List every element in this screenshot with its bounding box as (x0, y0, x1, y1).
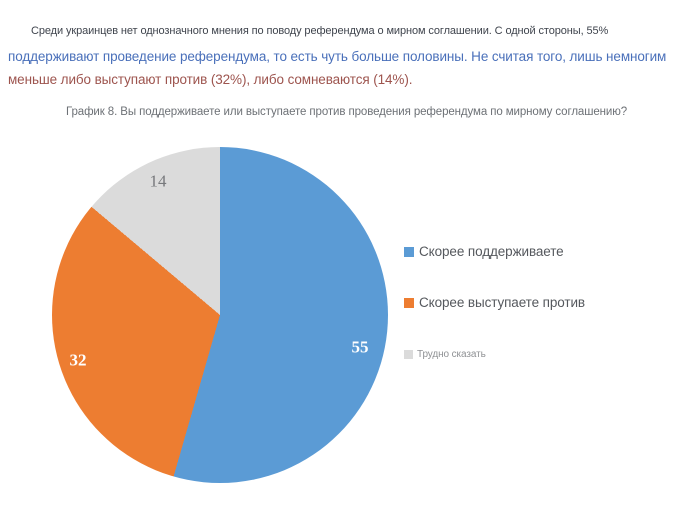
intro-line-3: меньше либо выступают против (32%), либо… (8, 71, 413, 87)
slice-label-undecided: 14 (149, 171, 167, 191)
legend-swatch-undecided-icon (404, 350, 413, 359)
legend-item-support: Скорее поддерживаете (404, 244, 564, 259)
intro-line-1: Среди украинцев нет однозначного мнения … (31, 25, 609, 37)
chart-title: График 8. Вы поддерживаете или выступает… (66, 106, 628, 118)
legend-label-support: Скорее поддерживаете (419, 244, 564, 259)
pie-chart: 55 32 14 (52, 147, 388, 483)
slice-label-support: 55 (351, 337, 369, 357)
legend-swatch-against-icon (404, 297, 414, 308)
legend-item-undecided: Трудно сказать (404, 349, 486, 360)
legend-label-undecided: Трудно сказать (417, 349, 486, 360)
legend-swatch-support-icon (404, 246, 414, 257)
legend-item-against: Скорее выступаете против (404, 295, 585, 310)
intro-line-2: поддерживают проведение референдума, то … (8, 48, 667, 64)
legend-label-against: Скорее выступаете против (419, 295, 585, 310)
slice-label-against: 32 (69, 350, 87, 370)
pie-circle (52, 147, 388, 483)
